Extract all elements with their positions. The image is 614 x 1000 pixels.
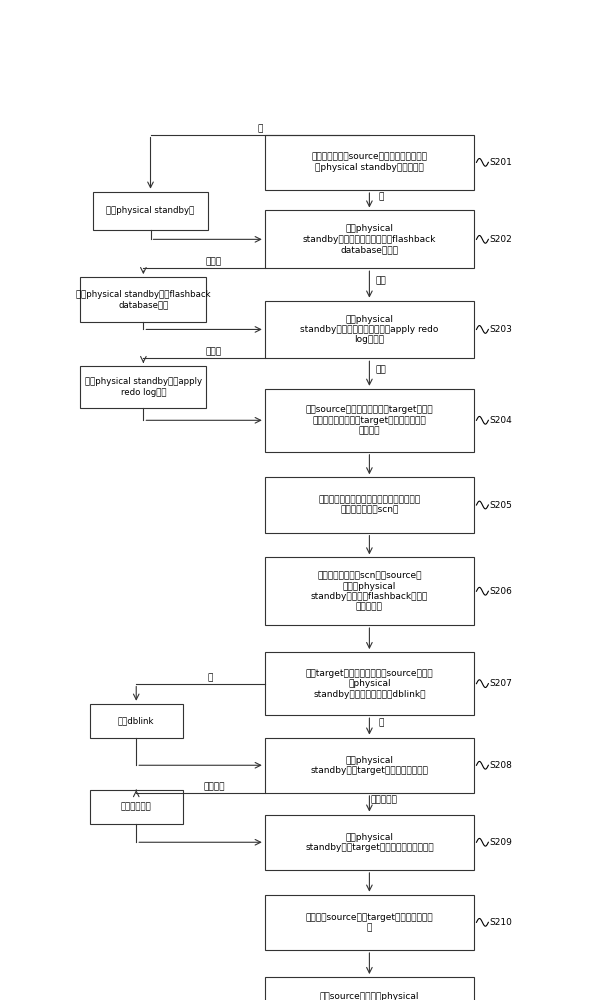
Text: S205: S205 (490, 500, 513, 510)
Text: 未启用: 未启用 (206, 348, 222, 357)
Text: S208: S208 (490, 761, 513, 770)
Text: 否: 否 (257, 124, 263, 133)
Text: 清除physical
standby库与target库之间的数据对比结果: 清除physical standby库与target库之间的数据对比结果 (305, 833, 433, 852)
FancyBboxPatch shape (265, 135, 474, 190)
Text: 判断target库是否拥有连接到source库所属
的physical
standby库的数据库链接（dblink）: 判断target库是否拥有连接到source库所属 的physical stan… (306, 669, 433, 699)
FancyBboxPatch shape (80, 277, 206, 322)
FancyBboxPatch shape (265, 557, 474, 625)
Text: 启用physical standby库的apply
redo log状态: 启用physical standby库的apply redo log状态 (85, 377, 202, 397)
Text: 中断source库与目标数据库（target库）的
逻辑复制进程，确认target库已进入数据静
态接入点: 中断source库与目标数据库（target库）的 逻辑复制进程，确认targe… (306, 405, 433, 435)
Text: S206: S206 (490, 587, 513, 596)
FancyBboxPatch shape (265, 895, 474, 950)
Text: 关闭source库所属的physical
standby库的flashback
database状态，并重新启用apply redo
log状态: 关闭source库所属的physical standby库的flashback … (303, 992, 436, 1000)
FancyBboxPatch shape (265, 389, 474, 452)
Text: 开始physical
standby库与target库之间的数据对比: 开始physical standby库与target库之间的数据对比 (311, 756, 429, 775)
Text: S207: S207 (490, 679, 513, 688)
Text: 是: 是 (379, 192, 384, 201)
Text: 重新启用source库到target库的逻辑复制进
程: 重新启用source库到target库的逻辑复制进 程 (306, 913, 433, 932)
Text: 修正数据差异: 修正数据差异 (121, 802, 152, 811)
FancyBboxPatch shape (265, 652, 474, 715)
FancyBboxPatch shape (265, 477, 474, 533)
FancyBboxPatch shape (265, 815, 474, 870)
Text: S210: S210 (490, 918, 513, 927)
FancyBboxPatch shape (80, 366, 206, 408)
Text: 启用: 启用 (376, 276, 387, 285)
Text: S209: S209 (490, 838, 513, 847)
Text: 确认physical
standby库启用日志应用状态（apply redo
log状态）: 确认physical standby库启用日志应用状态（apply redo l… (300, 315, 438, 344)
Text: S201: S201 (490, 158, 513, 167)
Text: 获取physical
standby库的闪回数据库状态（flashback
database状态）: 获取physical standby库的闪回数据库状态（flashback da… (303, 224, 436, 254)
FancyBboxPatch shape (265, 738, 474, 793)
Text: 未启用: 未启用 (206, 258, 222, 267)
Text: 定位源数据库（source库）所属的物理备库
（physical standby库）的地址: 定位源数据库（source库）所属的物理备库 （physical standby… (311, 153, 427, 172)
FancyBboxPatch shape (90, 704, 182, 738)
Text: 根据查找出的源端scn号把source库
所属的physical
standby库闪回（flashback）到此
静态接入点: 根据查找出的源端scn号把source库 所属的physical standby… (311, 571, 428, 611)
FancyBboxPatch shape (265, 301, 474, 358)
Text: S203: S203 (490, 325, 513, 334)
Text: 存在差异: 存在差异 (204, 782, 225, 791)
Text: 否: 否 (208, 673, 212, 682)
Text: 不存在差异: 不存在差异 (370, 795, 397, 804)
Text: S202: S202 (490, 235, 513, 244)
Text: 根据逻辑复制进程查找出目标端最终应用事
务所对应的源端scn号: 根据逻辑复制进程查找出目标端最终应用事 务所对应的源端scn号 (318, 495, 421, 515)
Text: 建立physical standby库: 建立physical standby库 (106, 206, 195, 215)
Text: 建立dblink: 建立dblink (118, 716, 155, 725)
Text: 启用: 启用 (376, 365, 387, 374)
FancyBboxPatch shape (265, 210, 474, 268)
Text: 是: 是 (379, 718, 384, 727)
FancyBboxPatch shape (93, 192, 208, 230)
Text: S204: S204 (490, 416, 513, 425)
Text: 启用physical standby库的flashback
database状态: 启用physical standby库的flashback database状态 (76, 290, 211, 309)
FancyBboxPatch shape (90, 790, 182, 824)
FancyBboxPatch shape (265, 977, 474, 1000)
